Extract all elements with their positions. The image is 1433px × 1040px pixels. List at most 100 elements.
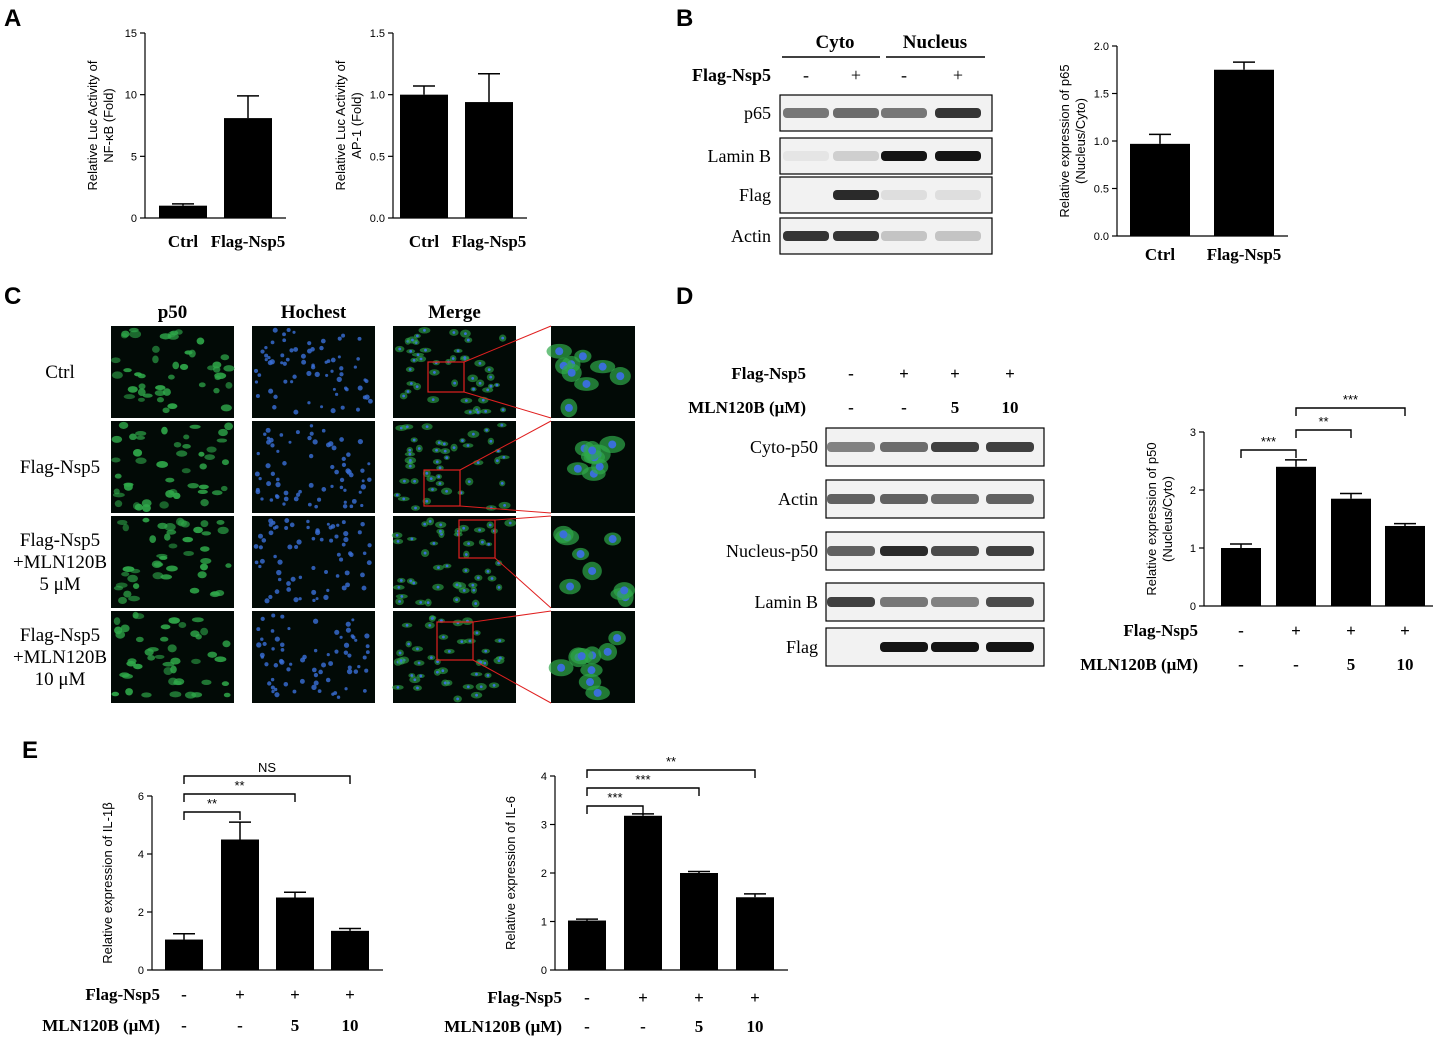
nucleus-mark [275, 477, 280, 482]
nucleus-mark [412, 581, 416, 585]
lane-sign: + [953, 65, 963, 85]
cell-mark [212, 361, 222, 369]
nucleus-mark [333, 691, 338, 695]
cell-mark [223, 692, 231, 698]
nucleus-mark [426, 601, 430, 604]
nucleus-mark [320, 338, 326, 344]
significance-bracket [586, 769, 756, 778]
nucleus-mark [290, 576, 296, 582]
cell-mark [225, 563, 232, 568]
treatment-value: - [584, 988, 590, 1007]
nucleus-mark [428, 624, 432, 627]
significance-label: NS [258, 760, 276, 775]
blot-band [880, 546, 928, 556]
nucleus-mark [603, 647, 612, 656]
nucleus-mark [339, 485, 344, 490]
bar [1276, 466, 1316, 606]
nucleus-mark [479, 660, 483, 664]
micro-row-label: Flag-Nsp5 [20, 457, 100, 478]
nucleus-mark [360, 484, 367, 490]
nucleus-mark [293, 496, 299, 502]
cell-mark [114, 473, 122, 479]
significance-bracket [1240, 449, 1297, 458]
cell-mark [130, 568, 141, 574]
nucleus-mark [348, 472, 354, 478]
nucleus-mark [282, 461, 287, 466]
bar [1221, 548, 1261, 606]
nucleus-mark [264, 346, 268, 350]
category-label: Ctrl [168, 232, 198, 251]
cell-mark [125, 688, 133, 696]
western-blot-d: Flag-Nsp5 - + + + MLN120B (μM) - - 5 10 Cyto-p50 Ac… [688, 364, 1045, 667]
cell-mark [197, 489, 208, 495]
nucleus-mark [360, 521, 365, 527]
nucleus-mark [264, 358, 268, 362]
y-tick-label: 0.5 [1094, 184, 1109, 196]
nucleus-mark [435, 448, 438, 452]
nucleus-mark [347, 551, 353, 556]
nucleus-mark [366, 560, 372, 566]
significance-bracket [586, 787, 700, 796]
nucleus-mark [484, 649, 488, 653]
nucleus-mark [364, 668, 369, 673]
significance-bracket [1295, 407, 1406, 416]
cell-mark [198, 382, 206, 388]
nucleus-mark [280, 361, 284, 365]
nucleus-mark [620, 586, 629, 595]
cell-mark [128, 595, 140, 602]
nucleus-mark [267, 681, 272, 686]
cell-mark [156, 460, 168, 468]
nucleus-mark [347, 665, 352, 670]
nucleus-mark [343, 530, 349, 537]
nucleus-mark [320, 405, 324, 409]
zoom-connector [463, 325, 552, 363]
chart-e1: 0 2 4 6 Relative expression of IL-1β Flag-Nsp… [42, 760, 383, 1035]
nucleus-mark [270, 685, 275, 690]
nucleus-mark [357, 664, 361, 669]
nucleus-mark [407, 642, 411, 646]
zoom-region-box [436, 621, 474, 661]
nucleus-mark [408, 368, 412, 371]
lane-sign: 5 [951, 398, 960, 417]
nucleus-mark [474, 602, 478, 605]
nucleus-mark [270, 443, 275, 448]
cell-mark [152, 345, 160, 353]
nucleus-mark [284, 518, 290, 524]
nucleus-mark [419, 357, 423, 361]
cell-mark [111, 371, 123, 379]
nucleus-mark [325, 677, 331, 683]
nucleus-mark [423, 551, 427, 555]
significance-label: *** [1194, 0, 1209, 3]
nucleus-mark [412, 358, 416, 362]
nucleus-mark [487, 542, 491, 546]
nucleus-mark [413, 678, 417, 682]
significance-label: *** [1343, 392, 1358, 407]
nucleus-mark [395, 533, 399, 537]
treatment-value: 5 [291, 1016, 300, 1035]
nucleus-mark [419, 674, 423, 678]
cell-mark [200, 546, 210, 552]
nucleus-mark [357, 336, 362, 341]
nucleus-mark [273, 663, 279, 668]
cell-mark [216, 438, 228, 443]
blot-row-label: p65 [744, 103, 771, 123]
nucleus-mark [274, 589, 280, 594]
nucleus-mark [595, 462, 604, 471]
nucleus-mark [497, 586, 501, 589]
nucleus-mark [308, 453, 314, 459]
nucleus-mark [289, 348, 294, 353]
significance-label: *** [1261, 434, 1276, 449]
nucleus-mark [445, 564, 449, 568]
cell-mark [151, 560, 163, 568]
cell-mark [123, 394, 136, 400]
nucleus-mark [472, 387, 475, 391]
nucleus-mark [409, 382, 413, 385]
nucleus-mark [286, 327, 291, 333]
cell-mark [211, 490, 223, 496]
nucleus-mark [405, 623, 409, 627]
nucleus-mark [276, 449, 280, 453]
nucleus-mark [314, 371, 320, 377]
nucleus-mark [286, 667, 291, 672]
nucleus-mark [309, 424, 314, 428]
nucleus-mark [289, 662, 293, 666]
